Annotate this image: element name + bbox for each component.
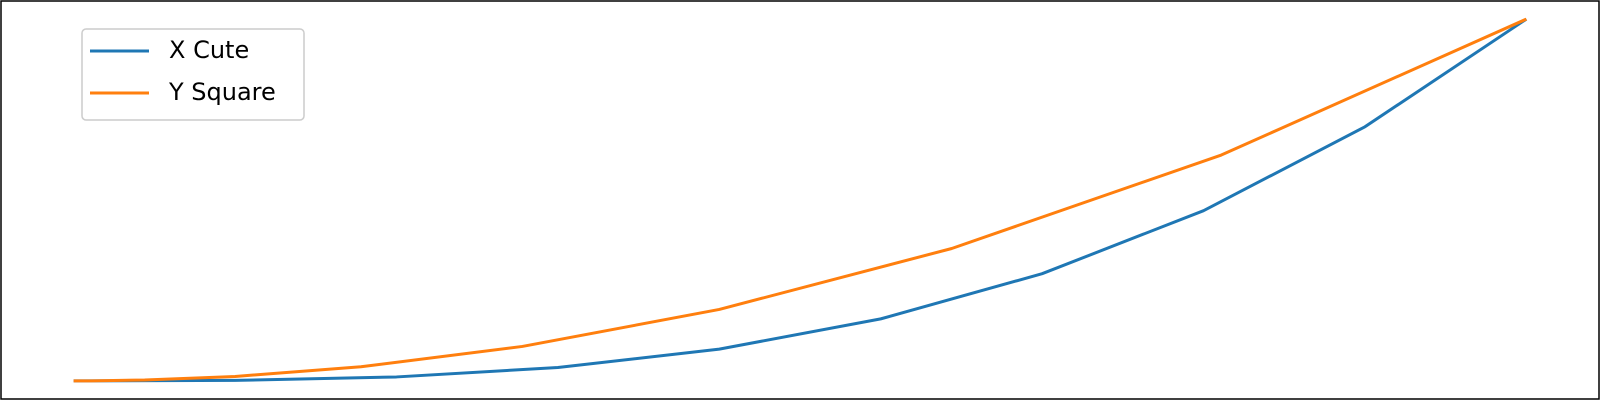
series-line xyxy=(73,17,1528,383)
legend: X Cute Y Square xyxy=(81,28,305,121)
series-line xyxy=(73,17,1527,383)
legend-label: Y Square xyxy=(168,78,276,106)
legend-label: X Cute xyxy=(169,36,249,64)
